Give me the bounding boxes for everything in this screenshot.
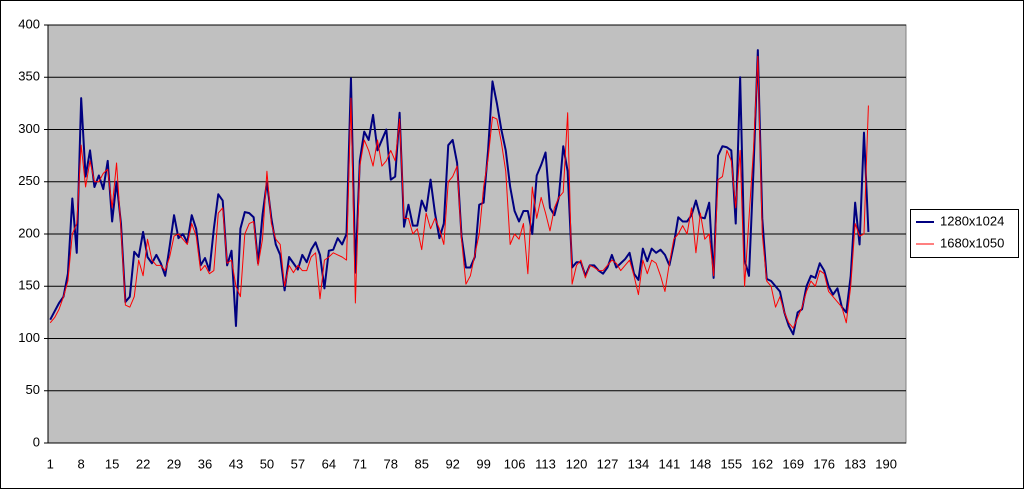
x-tick-label: 29 [167,456,181,471]
x-tick-label: 134 [628,456,650,471]
legend-label: 1680x1050 [940,235,1004,250]
x-tick-label: 22 [136,456,150,471]
series-line [49,55,869,329]
y-tick-label: 150 [18,278,40,293]
x-tick-label: 99 [476,456,490,471]
x-tick-label: 183 [844,456,866,471]
x-tick-label: 64 [322,456,336,471]
x-tick-label: 1 [47,456,54,471]
x-tick-label: 162 [751,456,773,471]
x-tick-label: 127 [597,456,619,471]
x-tick-label: 190 [875,456,897,471]
x-tick-label: 169 [782,456,804,471]
x-tick-label: 113 [535,456,556,471]
x-tick-label: 141 [659,456,681,471]
x-tick-label: 92 [445,456,459,471]
x-tick-label: 85 [414,456,428,471]
x-tick-label: 57 [291,456,305,471]
x-tick-label: 43 [229,456,243,471]
y-tick-label: 400 [18,16,40,31]
y-tick-label: 200 [18,225,40,240]
y-tick-label: 250 [18,173,40,188]
x-tick-label: 50 [260,456,274,471]
x-tick-label: 78 [384,456,398,471]
y-tick-label: 0 [33,434,40,449]
x-tick-label: 15 [105,456,119,471]
x-tick-label: 8 [78,456,85,471]
legend-label: 1280x1024 [940,213,1004,228]
x-tick-label: 176 [813,456,835,471]
x-tick-label: 106 [504,456,526,471]
x-tick-label: 36 [198,456,212,471]
y-tick-label: 350 [18,69,40,84]
x-tick-label: 71 [353,456,367,471]
y-tick-label: 100 [18,330,40,345]
x-tick-label: 155 [720,456,742,471]
x-tick-label: 120 [566,456,588,471]
legend [910,209,1019,258]
y-tick-label: 50 [26,382,40,397]
x-tick-label: 148 [689,456,711,471]
y-tick-label: 300 [18,121,40,136]
